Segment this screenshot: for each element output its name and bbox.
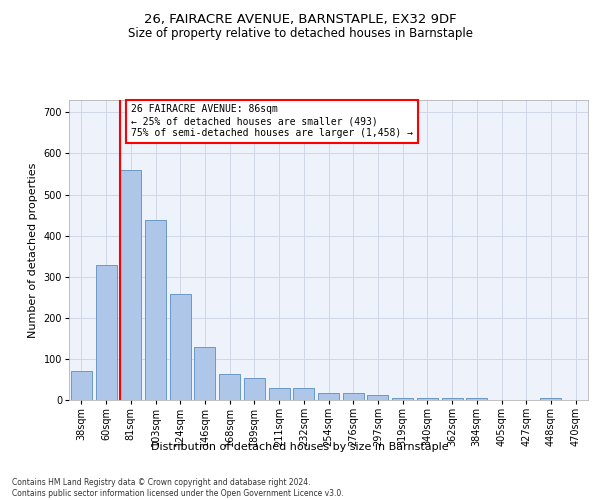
Text: Contains HM Land Registry data © Crown copyright and database right 2024.
Contai: Contains HM Land Registry data © Crown c…: [12, 478, 344, 498]
Bar: [170, 294, 191, 400]
Y-axis label: Number of detached properties: Number of detached properties: [28, 162, 38, 338]
Bar: [269, 388, 290, 400]
Bar: [442, 398, 463, 400]
Bar: [318, 394, 339, 400]
Bar: [120, 170, 141, 400]
Bar: [293, 388, 314, 400]
Bar: [219, 374, 240, 400]
Bar: [71, 371, 92, 400]
Text: Distribution of detached houses by size in Barnstaple: Distribution of detached houses by size …: [151, 442, 449, 452]
Bar: [95, 265, 116, 400]
Bar: [244, 378, 265, 400]
Text: 26 FAIRACRE AVENUE: 86sqm
← 25% of detached houses are smaller (493)
75% of semi: 26 FAIRACRE AVENUE: 86sqm ← 25% of detac…: [131, 104, 413, 138]
Text: Size of property relative to detached houses in Barnstaple: Size of property relative to detached ho…: [128, 28, 473, 40]
Bar: [145, 220, 166, 400]
Bar: [392, 398, 413, 400]
Bar: [466, 398, 487, 400]
Bar: [343, 394, 364, 400]
Bar: [417, 398, 438, 400]
Text: 26, FAIRACRE AVENUE, BARNSTAPLE, EX32 9DF: 26, FAIRACRE AVENUE, BARNSTAPLE, EX32 9D…: [143, 12, 457, 26]
Bar: [367, 395, 388, 400]
Bar: [541, 398, 562, 400]
Bar: [194, 348, 215, 400]
